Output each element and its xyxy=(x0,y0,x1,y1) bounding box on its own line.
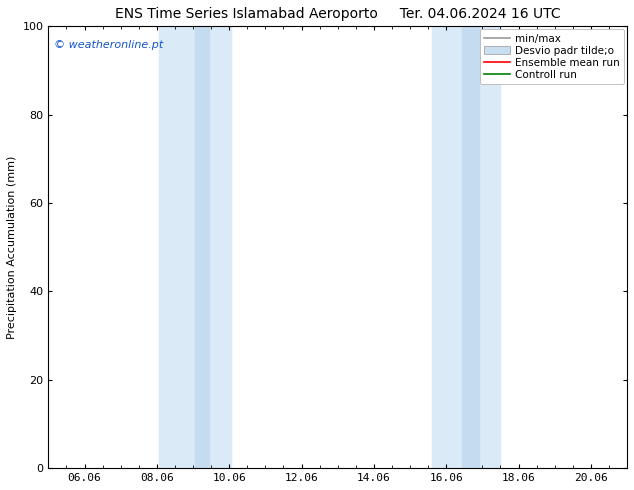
Bar xyxy=(195,26,209,468)
Bar xyxy=(432,26,500,468)
Title: ENS Time Series Islamabad Aeroporto     Ter. 04.06.2024 16 UTC: ENS Time Series Islamabad Aeroporto Ter.… xyxy=(115,7,560,21)
Bar xyxy=(158,26,231,468)
Legend: min/max, Desvio padr tilde;o, Ensemble mean run, Controll run: min/max, Desvio padr tilde;o, Ensemble m… xyxy=(479,29,624,84)
Bar xyxy=(462,26,479,468)
Text: © weatheronline.pt: © weatheronline.pt xyxy=(54,40,164,49)
Y-axis label: Precipitation Accumulation (mm): Precipitation Accumulation (mm) xyxy=(7,155,17,339)
